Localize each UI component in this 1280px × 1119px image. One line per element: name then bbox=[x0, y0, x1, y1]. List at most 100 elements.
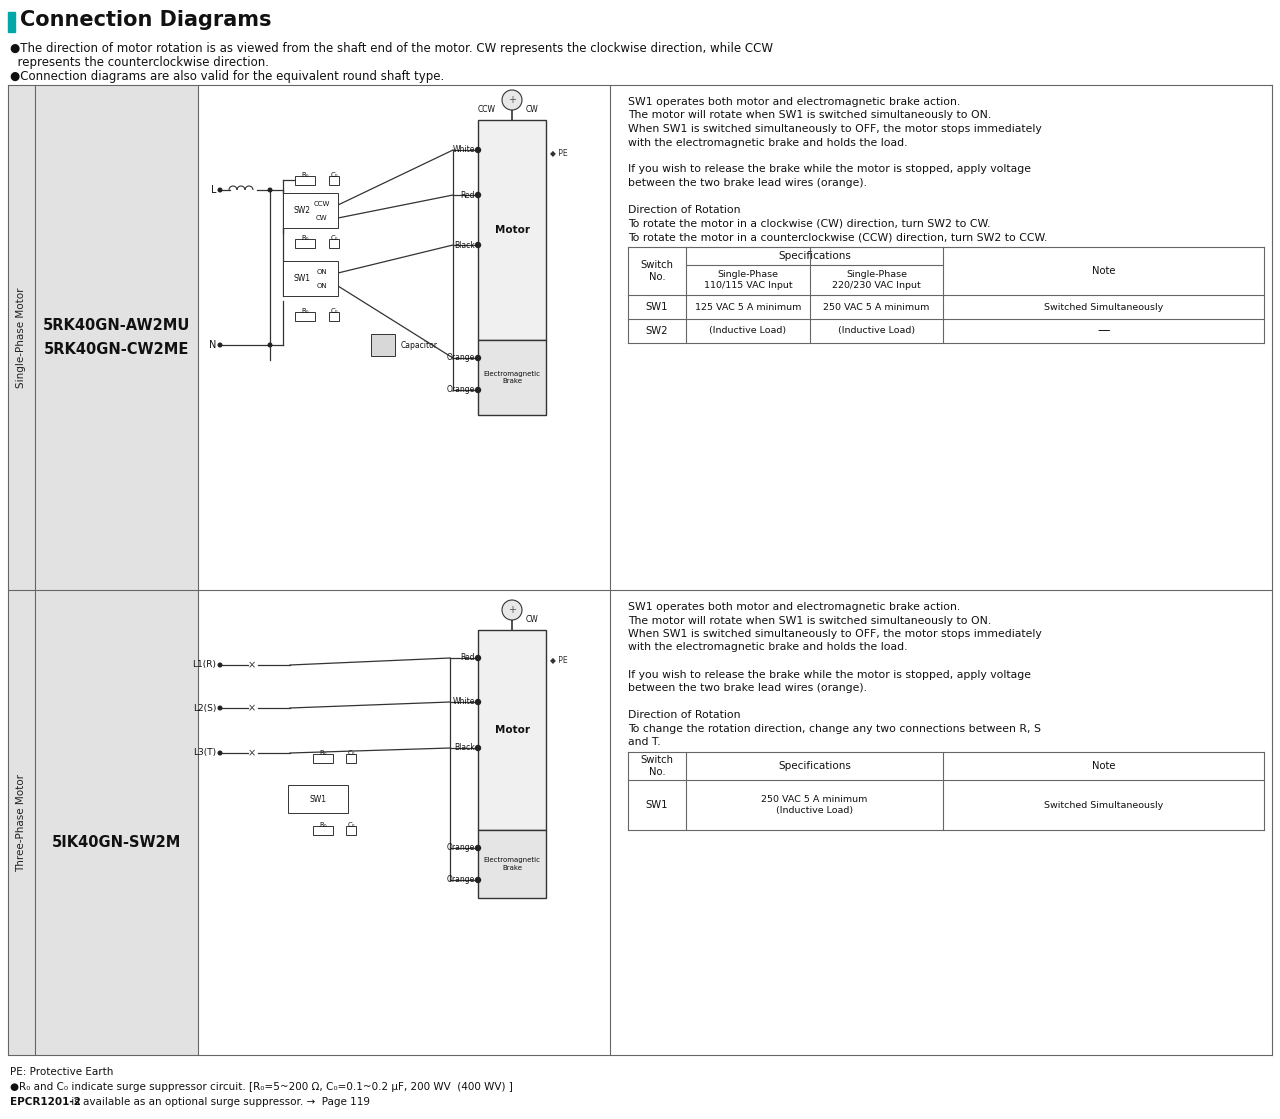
Text: CW: CW bbox=[526, 105, 539, 114]
Text: ×: × bbox=[248, 703, 256, 713]
Text: C₀: C₀ bbox=[330, 308, 338, 314]
Text: 250 VAC 5 A minimum
(Inductive Load): 250 VAC 5 A minimum (Inductive Load) bbox=[762, 794, 868, 816]
Bar bbox=[294, 238, 315, 247]
Text: Single-Phase
110/115 VAC Input: Single-Phase 110/115 VAC Input bbox=[704, 270, 792, 290]
Text: To rotate the motor in a counterclockwise (CCW) direction, turn SW2 to CCW.: To rotate the motor in a counterclockwis… bbox=[628, 232, 1047, 242]
Text: Red: Red bbox=[461, 653, 475, 662]
Text: SW1: SW1 bbox=[310, 794, 326, 803]
Text: White: White bbox=[453, 697, 475, 706]
Bar bbox=[611, 590, 1272, 1055]
Text: between the two brake lead wires (orange).: between the two brake lead wires (orange… bbox=[628, 683, 867, 693]
Text: Direction of Rotation: Direction of Rotation bbox=[628, 205, 741, 215]
Bar bbox=[288, 786, 348, 814]
Text: ●R₀ and C₀ indicate surge suppressor circuit. [R₀=5~200 Ω, C₀=0.1~0.2 μF, 200 WV: ●R₀ and C₀ indicate surge suppressor cir… bbox=[10, 1082, 513, 1092]
Circle shape bbox=[218, 344, 221, 347]
Text: Black: Black bbox=[454, 743, 475, 752]
Text: C₀: C₀ bbox=[347, 822, 355, 828]
Text: L1(R): L1(R) bbox=[192, 660, 216, 669]
Text: L2(S): L2(S) bbox=[192, 704, 216, 713]
Text: SW2: SW2 bbox=[293, 206, 311, 215]
Circle shape bbox=[475, 356, 480, 360]
Bar bbox=[314, 753, 333, 762]
Text: SW1: SW1 bbox=[645, 302, 668, 312]
Text: When SW1 is switched simultaneously to OFF, the motor stops immediately: When SW1 is switched simultaneously to O… bbox=[628, 629, 1042, 639]
Bar bbox=[283, 261, 338, 297]
Text: Note: Note bbox=[1092, 266, 1115, 276]
Text: Switch
No.: Switch No. bbox=[640, 755, 673, 778]
Bar bbox=[329, 311, 339, 320]
Circle shape bbox=[475, 243, 480, 247]
Text: Orange: Orange bbox=[447, 875, 475, 884]
Bar bbox=[283, 192, 338, 228]
Text: Red: Red bbox=[461, 190, 475, 199]
Bar bbox=[8, 85, 198, 590]
Text: SW2: SW2 bbox=[645, 326, 668, 336]
Text: R₀: R₀ bbox=[301, 172, 308, 178]
Bar bbox=[8, 12, 15, 32]
Text: SW1: SW1 bbox=[645, 800, 668, 810]
Text: Capacitor: Capacitor bbox=[401, 340, 438, 349]
Text: SW1 operates both motor and electromagnetic brake action.: SW1 operates both motor and electromagne… bbox=[628, 602, 960, 612]
Text: To change the rotation direction, change any two connections between R, S: To change the rotation direction, change… bbox=[628, 724, 1041, 733]
Text: CCW: CCW bbox=[477, 105, 497, 114]
Text: Orange: Orange bbox=[447, 844, 475, 853]
Text: R₀: R₀ bbox=[319, 750, 326, 756]
Bar bbox=[294, 311, 315, 320]
Text: —: — bbox=[1097, 325, 1110, 338]
Text: is available as an optional surge suppressor. →  Page 119: is available as an optional surge suppre… bbox=[68, 1097, 370, 1107]
Text: C₀: C₀ bbox=[330, 235, 338, 241]
Circle shape bbox=[218, 664, 221, 667]
Text: CCW: CCW bbox=[314, 200, 330, 207]
Text: Specifications: Specifications bbox=[778, 251, 851, 261]
Text: ×: × bbox=[248, 747, 256, 758]
Text: between the two brake lead wires (orange).: between the two brake lead wires (orange… bbox=[628, 178, 867, 188]
Text: Orange: Orange bbox=[447, 386, 475, 395]
Text: R₀: R₀ bbox=[301, 235, 308, 241]
Text: The motor will rotate when SW1 is switched simultaneously to ON.: The motor will rotate when SW1 is switch… bbox=[628, 615, 991, 626]
Circle shape bbox=[475, 877, 480, 883]
Text: Direction of Rotation: Direction of Rotation bbox=[628, 709, 741, 720]
Text: SW1: SW1 bbox=[293, 274, 311, 283]
Bar bbox=[198, 85, 611, 590]
Text: EPCR1201-2: EPCR1201-2 bbox=[10, 1097, 81, 1107]
Text: CW: CW bbox=[316, 215, 328, 220]
Text: CW: CW bbox=[526, 615, 539, 624]
Bar bbox=[314, 826, 333, 835]
Text: +: + bbox=[508, 95, 516, 105]
Text: Connection Diagrams: Connection Diagrams bbox=[20, 10, 271, 30]
Text: To rotate the motor in a clockwise (CW) direction, turn SW2 to CW.: To rotate the motor in a clockwise (CW) … bbox=[628, 218, 991, 228]
Text: ×: × bbox=[248, 660, 256, 670]
Bar bbox=[198, 590, 611, 1055]
Text: Switched Simultaneously: Switched Simultaneously bbox=[1044, 302, 1164, 311]
Text: Note: Note bbox=[1092, 761, 1115, 771]
Text: 5IK40GN-SW2M: 5IK40GN-SW2M bbox=[51, 835, 182, 850]
Text: ◆ PE: ◆ PE bbox=[550, 656, 567, 665]
Circle shape bbox=[218, 706, 221, 709]
Text: and T.: and T. bbox=[628, 737, 660, 747]
Circle shape bbox=[475, 846, 480, 850]
Text: (Inductive Load): (Inductive Load) bbox=[709, 327, 787, 336]
Text: PE: Protective Earth: PE: Protective Earth bbox=[10, 1068, 114, 1076]
Text: 125 VAC 5 A minimum: 125 VAC 5 A minimum bbox=[695, 302, 801, 311]
Text: Electromagnetic
Brake: Electromagnetic Brake bbox=[484, 370, 540, 384]
Text: R₀: R₀ bbox=[301, 308, 308, 314]
Text: C₀: C₀ bbox=[347, 750, 355, 756]
Text: Motor: Motor bbox=[494, 225, 530, 235]
Bar bbox=[346, 753, 356, 762]
Text: SW1 operates both motor and electromagnetic brake action.: SW1 operates both motor and electromagne… bbox=[628, 97, 960, 107]
Circle shape bbox=[218, 751, 221, 755]
Bar bbox=[477, 630, 547, 830]
Circle shape bbox=[475, 656, 480, 660]
Bar bbox=[477, 120, 547, 340]
Bar bbox=[329, 176, 339, 185]
Circle shape bbox=[475, 745, 480, 751]
Bar bbox=[611, 85, 1272, 590]
Text: When SW1 is switched simultaneously to OFF, the motor stops immediately: When SW1 is switched simultaneously to O… bbox=[628, 124, 1042, 134]
Text: (Inductive Load): (Inductive Load) bbox=[838, 327, 915, 336]
Text: 5RK40GN-AW2MU
5RK40GN-CW2ME: 5RK40GN-AW2MU 5RK40GN-CW2ME bbox=[42, 318, 191, 357]
Text: Black: Black bbox=[454, 241, 475, 250]
Text: If you wish to release the brake while the motor is stopped, apply voltage: If you wish to release the brake while t… bbox=[628, 164, 1030, 175]
Text: ●The direction of motor rotation is as viewed from the shaft end of the motor. C: ●The direction of motor rotation is as v… bbox=[10, 43, 773, 55]
Text: represents the counterclockwise direction.: represents the counterclockwise directio… bbox=[10, 56, 269, 69]
Text: R₀: R₀ bbox=[319, 822, 326, 828]
